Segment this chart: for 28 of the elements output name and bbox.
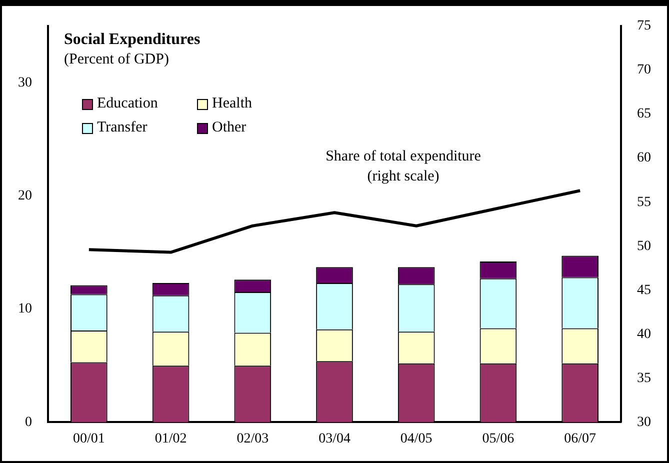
y2-tick-label: 70 (637, 62, 651, 78)
chart-title: Social Expenditures (64, 31, 200, 48)
x-tick-label: 06/07 (564, 431, 596, 446)
y2-tick-label: 30 (637, 414, 651, 430)
y-tick-label: 0 (25, 414, 32, 430)
annotation: Share of total expenditure (right scale) (326, 148, 482, 184)
y2-tick-label: 50 (637, 238, 651, 254)
text: (Percent of GDP) (64, 51, 169, 68)
y2-tick-label: 75 (637, 18, 651, 34)
legend-label: Other (212, 119, 246, 136)
y-tick-label: 10 (18, 302, 32, 317)
x-tick-label: 01/02 (154, 431, 187, 446)
x-tick-label: 00/01 (72, 431, 105, 446)
x-tick-label: 05/06 (482, 431, 514, 446)
legend-label: Health (212, 95, 252, 112)
y2-tick-label: 40 (637, 326, 651, 342)
y2-tick-label: 65 (637, 106, 651, 122)
x-tick-label: 03/04 (318, 431, 350, 446)
y-tick-label: 20 (18, 188, 32, 204)
x-tick-label: 04/05 (400, 431, 432, 446)
y-tick-label: 30 (18, 75, 32, 90)
legend-label: Education (97, 95, 158, 112)
y2-tick-label: 45 (637, 282, 651, 298)
y2-tick-label: 60 (637, 150, 651, 166)
y2-tick-label: 35 (637, 370, 651, 386)
x-tick-label: 02/03 (236, 431, 269, 446)
legend-label: Transfer (97, 119, 148, 136)
y2-tick-label: 55 (637, 194, 651, 210)
